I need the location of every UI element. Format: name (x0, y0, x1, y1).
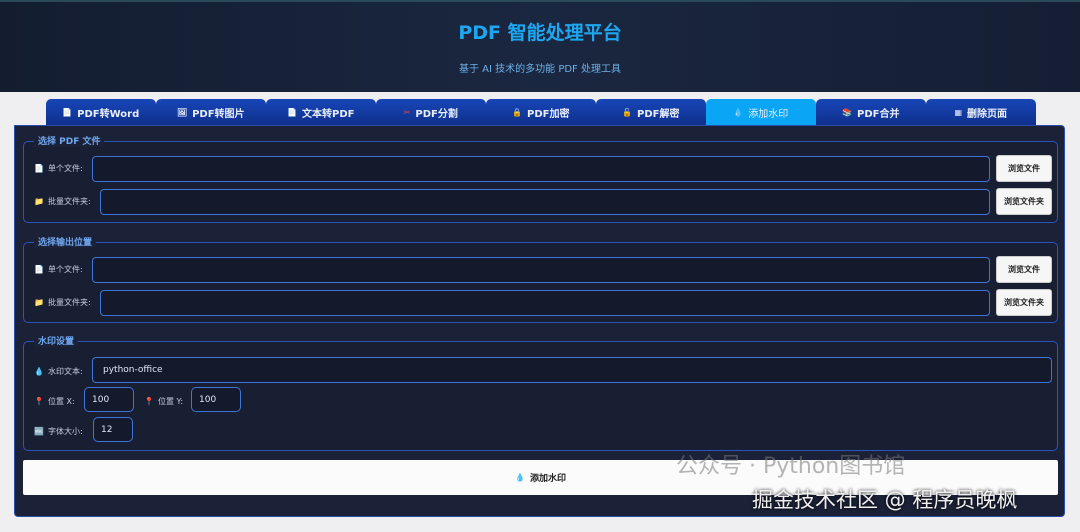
watermark-text-input[interactable]: python-office (92, 357, 1052, 383)
input-single-file-field[interactable] (92, 156, 990, 182)
output-location-group: 选择输出位置 📄 单个文件: 浏览文件 📁 批量文件夹: 浏览文件夹 (23, 235, 1058, 323)
tab-label: 删除页面 (967, 109, 1008, 120)
page-title: PDF 智能处理平台 (458, 22, 622, 44)
tab-pdf-decrypt[interactable]: 🔓 PDF解密 (596, 99, 706, 126)
folder-icon: 📁 (34, 298, 44, 307)
watermark-panel: 选择 PDF 文件 📄 单个文件: 浏览文件 📁 批量文件夹: 浏览文件夹 选择输出… (14, 125, 1065, 517)
position-x-spinbox[interactable]: 100 (84, 387, 134, 412)
wechat-watermark-overlay: 公众号 · Python图书馆 (676, 454, 906, 479)
single-file-label: 📄 单个文件: (34, 264, 83, 275)
juejin-watermark-overlay: 掘金技术社区 @ 程序员晚枫 (752, 488, 1018, 512)
label: 位置 Y: (157, 397, 184, 406)
lock-icon: 🔒 (512, 108, 522, 117)
folder-icon: 📁 (34, 197, 44, 206)
y-label: 📍 位置 Y: (144, 396, 183, 407)
tab-pdf-to-image[interactable]: 🖼 PDF转图片 (156, 99, 266, 126)
document-icon: 📄 (34, 164, 44, 173)
tab-add-watermark[interactable]: 💧 添加水印 (706, 99, 816, 126)
droplet-icon: 💧 (515, 473, 525, 482)
single-file-label: 📄 单个文件: (34, 163, 83, 174)
page-subtitle: 基于 AI 技术的多功能 PDF 处理工具 (459, 64, 621, 75)
scissors-icon: ✂ (403, 108, 411, 117)
tab-text-to-pdf[interactable]: 📄 文本转PDF (266, 99, 376, 126)
x-label: 📍 位置 X: (34, 396, 75, 407)
add-watermark-button[interactable]: 💧 添加水印 (23, 460, 1058, 495)
grid-icon: ▦ (954, 108, 963, 117)
tab-bar: 📄 PDF转Word 🖼 PDF转图片 📄 文本转PDF ✂ PDF分割 🔒 PDF加密 … (46, 99, 1036, 126)
tab-delete-pages[interactable]: ▦ 删除页面 (926, 99, 1036, 126)
batch-folder-label: 📁 批量文件夹: (34, 297, 91, 308)
tab-label: PDF转Word (77, 109, 140, 120)
browse-file-button[interactable]: 浏览文件 (996, 155, 1052, 182)
label: 单个文件: (47, 164, 83, 173)
font-size-spinbox[interactable]: 12 (93, 417, 133, 442)
tab-label: PDF解密 (637, 109, 680, 120)
document-icon: 📄 (62, 108, 73, 117)
text-label: 💧 水印文本: (34, 366, 83, 377)
document-icon: 📄 (34, 265, 44, 274)
droplet-icon: 💧 (733, 108, 744, 117)
app-header: PDF 智能处理平台 基于 AI 技术的多功能 PDF 处理工具 (0, 0, 1080, 92)
output-single-file-field[interactable] (92, 257, 990, 283)
pin-icon: 📍 (144, 397, 154, 406)
tab-label: PDF合并 (857, 109, 900, 120)
size-label: 🔤 字体大小: (34, 426, 83, 437)
label: 批量文件夹: (47, 197, 91, 206)
label: 水印文本: (47, 367, 83, 376)
unlock-icon: 🔓 (622, 108, 632, 117)
label: 字体大小: (47, 427, 83, 436)
label: 单个文件: (47, 265, 83, 274)
pin-icon: 📍 (34, 397, 44, 406)
tab-label: PDF转图片 (192, 109, 245, 120)
browse-folder-button[interactable]: 浏览文件夹 (996, 188, 1052, 215)
image-icon: 🖼 (176, 108, 188, 117)
input-file-group: 选择 PDF 文件 📄 单个文件: 浏览文件 📁 批量文件夹: 浏览文件夹 (23, 134, 1058, 223)
label: 批量文件夹: (47, 298, 91, 307)
tab-label: PDF分割 (415, 109, 458, 120)
group-title: 选择输出位置 (34, 235, 97, 248)
watermark-settings-group: 水印设置 💧 水印文本: python-office 📍 位置 X: 100 📍 位置… (23, 334, 1058, 451)
browse-file-button[interactable]: 浏览文件 (996, 256, 1052, 283)
document-icon: 📄 (287, 108, 297, 117)
tab-pdf-merge[interactable]: 📚 PDF合并 (816, 99, 926, 126)
tab-pdf-encrypt[interactable]: 🔒 PDF加密 (486, 99, 596, 126)
input-batch-folder-field[interactable] (100, 189, 990, 215)
output-batch-folder-field[interactable] (100, 290, 990, 316)
tab-pdf-to-word[interactable]: 📄 PDF转Word (46, 99, 156, 126)
books-icon: 📚 (842, 108, 852, 117)
font-size-icon: 🔤 (34, 427, 44, 436)
group-title: 选择 PDF 文件 (34, 134, 105, 147)
label: 位置 X: (47, 397, 75, 406)
tab-label: PDF加密 (527, 109, 570, 120)
browse-folder-button[interactable]: 浏览文件夹 (996, 289, 1052, 316)
button-label: 添加水印 (529, 474, 566, 484)
tab-pdf-split[interactable]: ✂ PDF分割 (376, 99, 486, 126)
position-y-spinbox[interactable]: 100 (191, 387, 241, 412)
batch-folder-label: 📁 批量文件夹: (34, 196, 91, 207)
droplet-icon: 💧 (34, 367, 44, 376)
group-title: 水印设置 (34, 334, 79, 347)
tab-label: 添加水印 (748, 109, 789, 120)
tab-label: 文本转PDF (302, 109, 355, 120)
